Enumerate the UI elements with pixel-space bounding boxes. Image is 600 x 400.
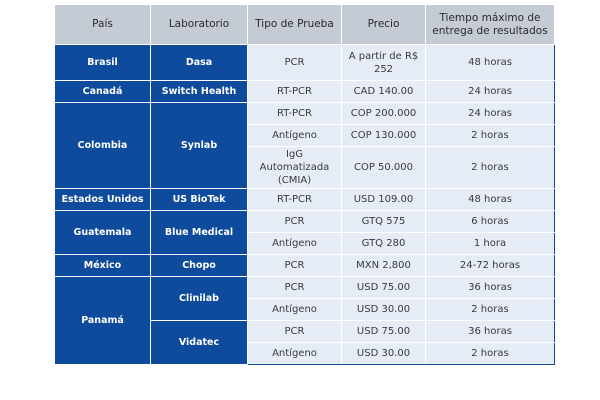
price-cell: USD 30.00 bbox=[341, 298, 426, 321]
country-cell: Guatemala bbox=[54, 210, 151, 255]
country-cell: Canadá bbox=[54, 80, 151, 103]
delivery-time-cell: 24-72 horas bbox=[425, 254, 555, 277]
laboratory-cell: Dasa bbox=[150, 44, 248, 81]
header-precio: Precio bbox=[341, 4, 426, 45]
test-type-cell: Antígeno bbox=[247, 232, 342, 255]
test-type-cell: RT-PCR bbox=[247, 80, 342, 103]
header-tiempo-entrega: Tiempo máximo de entrega de resultados bbox=[425, 4, 555, 45]
delivery-time-cell: 2 horas bbox=[425, 298, 555, 321]
table-row: IgG Automatizada (CMIA) COP 50.000 2 horas bbox=[55, 146, 555, 189]
header-tipo-de-prueba: Tipo de Prueba bbox=[247, 4, 342, 45]
test-type-cell: PCR bbox=[247, 44, 342, 81]
test-type-cell: Antígeno bbox=[247, 342, 342, 365]
table-row: Antígeno USD 30.00 2 horas bbox=[55, 298, 555, 321]
laboratory-cell: US BioTek bbox=[150, 188, 248, 211]
table-row: Brasil Dasa PCR A partir de R$ 252 48 horas bbox=[54, 44, 555, 81]
delivery-time-cell: 24 horas bbox=[425, 80, 555, 103]
delivery-time-cell: 48 horas bbox=[425, 44, 555, 81]
country-cell: México bbox=[54, 254, 151, 277]
table-row: Colombia Synlab RT-PCR COP 200.000 24 horas bbox=[54, 102, 555, 189]
table-row: Vidatec PCR USD 75.00 36 horas bbox=[55, 320, 555, 365]
country-cell: Colombia bbox=[54, 102, 151, 189]
test-type-cell: PCR bbox=[247, 210, 342, 233]
test-type-cell: PCR bbox=[247, 320, 342, 343]
price-cell: COP 130.000 bbox=[341, 124, 426, 147]
table-row: Canadá Switch Health RT-PCR CAD 140.00 24 ho… bbox=[54, 80, 555, 103]
test-type-cell: RT-PCR bbox=[247, 102, 342, 125]
table-row: Panamá Clinilab PCR USD 75.00 36 horas bbox=[54, 276, 555, 365]
test-type-cell: PCR bbox=[247, 254, 342, 277]
delivery-time-cell: 36 horas bbox=[425, 320, 555, 343]
delivery-time-cell: 1 hora bbox=[425, 232, 555, 255]
delivery-time-cell: 48 horas bbox=[425, 188, 555, 211]
table-row: Antígeno GTQ 280 1 hora bbox=[55, 232, 555, 255]
table-row: Antígeno USD 30.00 2 horas bbox=[55, 342, 555, 365]
price-cell: MXN 2,800 bbox=[341, 254, 426, 277]
table-row: Guatemala Blue Medical PCR GTQ 575 6 horas bbox=[54, 210, 555, 255]
header-laboratorio: Laboratorio bbox=[150, 4, 248, 45]
test-type-cell: RT-PCR bbox=[247, 188, 342, 211]
price-cell: USD 109.00 bbox=[341, 188, 426, 211]
delivery-time-cell: 24 horas bbox=[425, 102, 555, 125]
price-cell: COP 200.000 bbox=[341, 102, 426, 125]
laboratory-cell: Vidatec bbox=[150, 320, 248, 365]
test-type-cell: Antígeno bbox=[247, 124, 342, 147]
price-cell: GTQ 575 bbox=[341, 210, 426, 233]
header-row: País Laboratorio Tipo de Prueba Precio T… bbox=[54, 4, 555, 45]
laboratory-cell: Switch Health bbox=[150, 80, 248, 103]
country-cell: Panamá bbox=[54, 276, 151, 365]
table-row: México Chopo PCR MXN 2,800 24-72 horas bbox=[54, 254, 555, 277]
laboratory-cell: Clinilab bbox=[150, 276, 248, 321]
price-cell: USD 75.00 bbox=[341, 276, 426, 299]
test-type-cell: IgG Automatizada (CMIA) bbox=[247, 146, 342, 189]
delivery-time-cell: 6 horas bbox=[425, 210, 555, 233]
laboratory-cell: Blue Medical bbox=[150, 210, 248, 255]
test-type-cell: PCR bbox=[247, 276, 342, 299]
test-type-cell: Antígeno bbox=[247, 298, 342, 321]
laboratory-cell: Chopo bbox=[150, 254, 248, 277]
delivery-time-cell: 36 horas bbox=[425, 276, 555, 299]
country-cell: Estados Unidos bbox=[54, 188, 151, 211]
price-cell: USD 75.00 bbox=[341, 320, 426, 343]
header-pais: País bbox=[54, 4, 151, 45]
laboratory-cell: Synlab bbox=[150, 102, 248, 189]
delivery-time-cell: 2 horas bbox=[425, 146, 555, 189]
price-cell: A partir de R$ 252 bbox=[341, 44, 426, 81]
covid-test-table: País Laboratorio Tipo de Prueba Precio T… bbox=[54, 4, 555, 365]
price-cell: GTQ 280 bbox=[341, 232, 426, 255]
table-body: Brasil Dasa PCR A partir de R$ 252 48 horas C… bbox=[54, 44, 555, 365]
table-row: Estados Unidos US BioTek RT-PCR USD 109.00 4… bbox=[54, 188, 555, 211]
price-cell: COP 50.000 bbox=[341, 146, 426, 189]
price-cell: USD 30.00 bbox=[341, 342, 426, 365]
price-cell: CAD 140.00 bbox=[341, 80, 426, 103]
delivery-time-cell: 2 horas bbox=[425, 342, 555, 365]
country-cell: Brasil bbox=[54, 44, 151, 81]
delivery-time-cell: 2 horas bbox=[425, 124, 555, 147]
